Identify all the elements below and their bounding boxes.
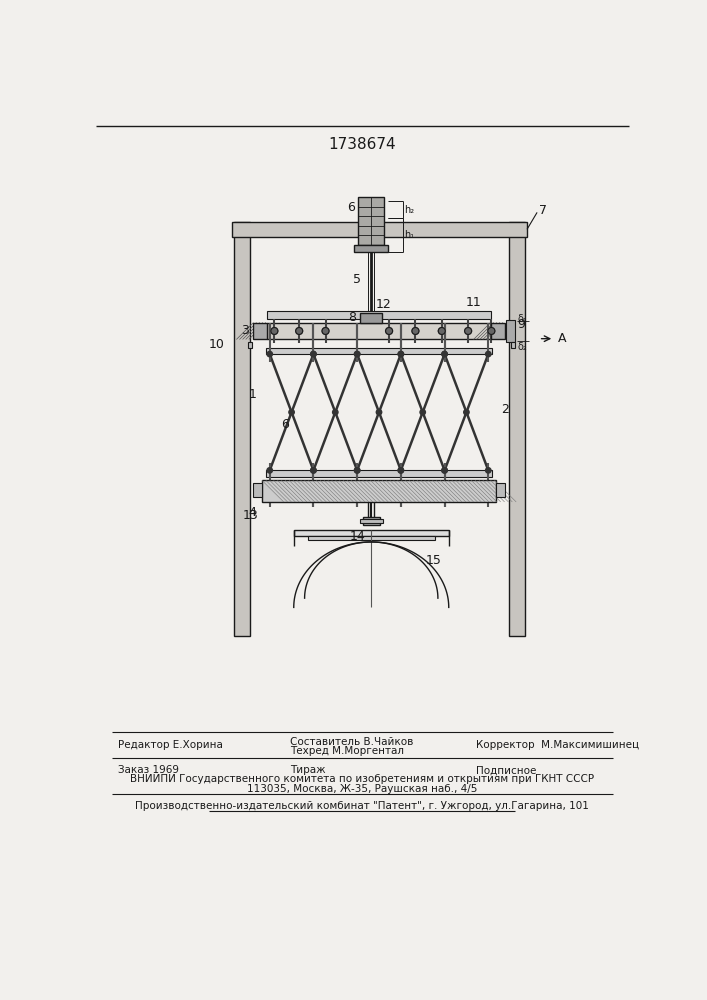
Text: 13: 13: [243, 509, 258, 522]
Text: 15: 15: [426, 554, 441, 567]
Circle shape: [332, 410, 338, 415]
Bar: [308, 536, 435, 540]
Bar: [361, 313, 382, 323]
Bar: [510, 342, 515, 348]
Circle shape: [442, 468, 448, 473]
Circle shape: [267, 351, 272, 357]
Circle shape: [420, 410, 426, 415]
Circle shape: [486, 351, 491, 357]
Circle shape: [271, 328, 278, 334]
Circle shape: [267, 468, 272, 473]
Bar: [234, 222, 250, 636]
Text: 4: 4: [248, 506, 256, 519]
Text: δ₂: δ₂: [518, 342, 527, 352]
Text: ВНИИПИ Государственного комитета по изобретениям и открытиям при ГКНТ СССР: ВНИИПИ Государственного комитета по изоб…: [130, 774, 594, 784]
Text: 6: 6: [347, 201, 355, 214]
Text: A: A: [558, 332, 566, 345]
Bar: [491, 323, 505, 339]
Bar: [262, 480, 496, 502]
Circle shape: [412, 328, 419, 334]
Bar: [509, 222, 525, 636]
Bar: [506, 320, 515, 342]
Text: Тираж: Тираж: [290, 765, 325, 775]
Circle shape: [442, 351, 448, 357]
Bar: [232, 222, 527, 237]
Circle shape: [385, 328, 392, 334]
Text: Техред М.Моргентал: Техред М.Моргентал: [290, 746, 404, 756]
Circle shape: [398, 468, 404, 473]
Text: Корректор  М.Максимишинец: Корректор М.Максимишинец: [476, 740, 639, 750]
Bar: [266, 470, 492, 477]
Text: 2: 2: [501, 403, 509, 416]
Text: 5: 5: [354, 273, 361, 286]
Circle shape: [486, 468, 491, 473]
Bar: [252, 483, 262, 497]
Circle shape: [289, 410, 294, 415]
Circle shape: [354, 351, 360, 357]
Text: 8: 8: [349, 311, 356, 324]
Circle shape: [376, 410, 382, 415]
Circle shape: [442, 351, 448, 357]
Text: Подписное: Подписное: [476, 765, 536, 775]
Bar: [363, 517, 380, 525]
Circle shape: [398, 351, 404, 357]
Text: h₂: h₂: [404, 205, 415, 215]
Bar: [267, 323, 491, 339]
Circle shape: [354, 468, 360, 473]
Bar: [248, 342, 252, 348]
Bar: [253, 323, 267, 339]
Circle shape: [438, 328, 445, 334]
Circle shape: [322, 328, 329, 334]
Circle shape: [354, 468, 360, 473]
Text: Заказ 1969: Заказ 1969: [118, 765, 179, 775]
Text: 113035, Москва, Ж-35, Раушская наб., 4/5: 113035, Москва, Ж-35, Раушская наб., 4/5: [247, 784, 477, 794]
Bar: [267, 311, 491, 319]
Circle shape: [296, 328, 303, 334]
Text: h₁: h₁: [404, 230, 415, 240]
Circle shape: [464, 410, 469, 415]
Circle shape: [398, 351, 404, 357]
Circle shape: [442, 468, 448, 473]
Bar: [360, 519, 383, 523]
Bar: [266, 348, 492, 354]
Circle shape: [310, 468, 316, 473]
Text: 14: 14: [349, 530, 365, 543]
Text: 1: 1: [249, 388, 257, 401]
Circle shape: [398, 468, 404, 473]
Circle shape: [310, 351, 316, 357]
Circle shape: [354, 351, 360, 357]
Bar: [354, 245, 388, 252]
Text: 9: 9: [518, 318, 525, 331]
Text: 6: 6: [281, 418, 289, 431]
Text: 3: 3: [241, 324, 249, 337]
Text: 11: 11: [466, 296, 481, 309]
Bar: [496, 483, 506, 497]
Text: 12: 12: [376, 298, 392, 311]
Text: 1738674: 1738674: [328, 137, 396, 152]
Text: Составитель В.Чайков: Составитель В.Чайков: [290, 737, 414, 747]
Bar: [293, 530, 449, 536]
Text: 10: 10: [209, 338, 225, 351]
Bar: [358, 197, 385, 245]
Circle shape: [464, 328, 472, 334]
Circle shape: [310, 351, 316, 357]
Text: 7: 7: [539, 204, 547, 217]
Circle shape: [488, 328, 495, 334]
Text: Производственно-издательский комбинат "Патент", г. Ужгород, ул.Гагарина, 101: Производственно-издательский комбинат "П…: [135, 801, 589, 811]
Text: δ₁: δ₁: [518, 314, 527, 324]
Text: Редактор Е.Хорина: Редактор Е.Хорина: [118, 740, 223, 750]
Circle shape: [310, 468, 316, 473]
